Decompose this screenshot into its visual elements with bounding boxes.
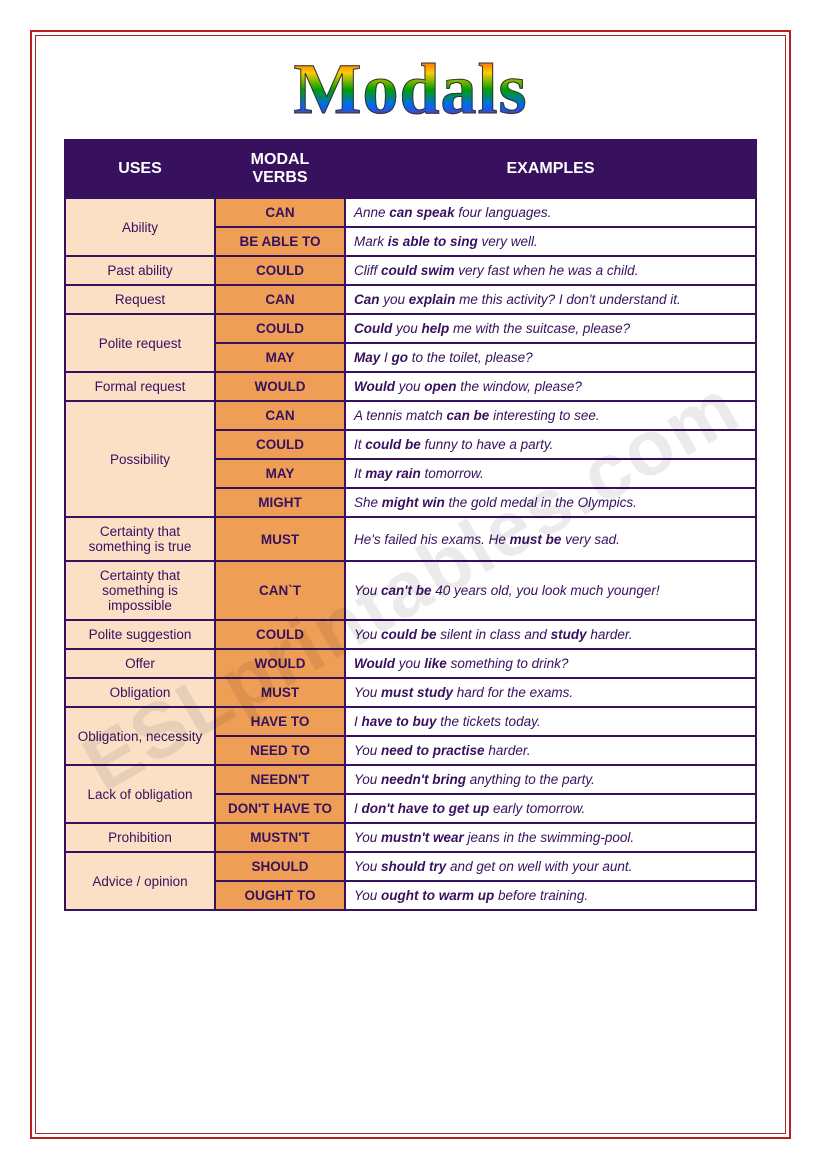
- verb-cell: HAVE TO: [215, 707, 345, 736]
- header-verbs: MODAL VERBS: [215, 140, 345, 198]
- use-cell: Certainty that something is true: [65, 517, 215, 561]
- modals-table: USES MODAL VERBS EXAMPLES AbilityCANAnne…: [64, 139, 757, 911]
- table-row: ProhibitionMUSTN'TYou mustn't wear jeans…: [65, 823, 756, 852]
- verb-cell: WOULD: [215, 649, 345, 678]
- example-cell: You must study hard for the exams.: [345, 678, 756, 707]
- example-cell: It may rain tomorrow.: [345, 459, 756, 488]
- example-cell: You needn't bring anything to the party.: [345, 765, 756, 794]
- verb-cell: COULD: [215, 620, 345, 649]
- table-header: USES MODAL VERBS EXAMPLES: [65, 140, 756, 198]
- page-title: Modals: [64, 48, 757, 131]
- example-cell: He's failed his exams. He must be very s…: [345, 517, 756, 561]
- table-row: RequestCANCan you explain me this activi…: [65, 285, 756, 314]
- table-row: Lack of obligationNEEDN'TYou needn't bri…: [65, 765, 756, 794]
- example-cell: Can you explain me this activity? I don'…: [345, 285, 756, 314]
- use-cell: Past ability: [65, 256, 215, 285]
- example-cell: It could be funny to have a party.: [345, 430, 756, 459]
- example-cell: May I go to the toilet, please?: [345, 343, 756, 372]
- table-row: Certainty that something is trueMUSTHe's…: [65, 517, 756, 561]
- verb-cell: MAY: [215, 459, 345, 488]
- example-cell: I have to buy the tickets today.: [345, 707, 756, 736]
- table-row: Advice / opinionSHOULDYou should try and…: [65, 852, 756, 881]
- example-cell: Anne can speak four languages.: [345, 198, 756, 227]
- verb-cell: NEEDN'T: [215, 765, 345, 794]
- page-inner-frame: Modals USES MODAL VERBS EXAMPLES Ability…: [35, 35, 786, 1134]
- example-cell: You need to practise harder.: [345, 736, 756, 765]
- use-cell: Ability: [65, 198, 215, 256]
- verb-cell: MIGHT: [215, 488, 345, 517]
- verb-cell: CAN`T: [215, 561, 345, 620]
- table-row: Certainty that something is impossibleCA…: [65, 561, 756, 620]
- verb-cell: BE ABLE TO: [215, 227, 345, 256]
- verb-cell: COULD: [215, 430, 345, 459]
- table-body: AbilityCANAnne can speak four languages.…: [65, 198, 756, 910]
- use-cell: Polite request: [65, 314, 215, 372]
- verb-cell: OUGHT TO: [215, 881, 345, 910]
- example-cell: You could be silent in class and study h…: [345, 620, 756, 649]
- verb-cell: COULD: [215, 314, 345, 343]
- use-cell: Obligation, necessity: [65, 707, 215, 765]
- table-row: AbilityCANAnne can speak four languages.: [65, 198, 756, 227]
- header-examples: EXAMPLES: [345, 140, 756, 198]
- table-row: ObligationMUSTYou must study hard for th…: [65, 678, 756, 707]
- use-cell: Prohibition: [65, 823, 215, 852]
- use-cell: Polite suggestion: [65, 620, 215, 649]
- example-cell: You ought to warm up before training.: [345, 881, 756, 910]
- table-row: Polite requestCOULDCould you help me wit…: [65, 314, 756, 343]
- verb-cell: CAN: [215, 198, 345, 227]
- example-cell: You can't be 40 years old, you look much…: [345, 561, 756, 620]
- example-cell: You should try and get on well with your…: [345, 852, 756, 881]
- table-row: Formal requestWOULDWould you open the wi…: [65, 372, 756, 401]
- example-cell: A tennis match can be interesting to see…: [345, 401, 756, 430]
- table-row: Obligation, necessityHAVE TOI have to bu…: [65, 707, 756, 736]
- use-cell: Offer: [65, 649, 215, 678]
- verb-cell: SHOULD: [215, 852, 345, 881]
- example-cell: Could you help me with the suitcase, ple…: [345, 314, 756, 343]
- verb-cell: MUST: [215, 517, 345, 561]
- header-uses: USES: [65, 140, 215, 198]
- use-cell: Obligation: [65, 678, 215, 707]
- verb-cell: NEED TO: [215, 736, 345, 765]
- use-cell: Possibility: [65, 401, 215, 517]
- example-cell: Cliff could swim very fast when he was a…: [345, 256, 756, 285]
- use-cell: Lack of obligation: [65, 765, 215, 823]
- example-cell: She might win the gold medal in the Olym…: [345, 488, 756, 517]
- verb-cell: MUSTN'T: [215, 823, 345, 852]
- example-cell: Mark is able to sing very well.: [345, 227, 756, 256]
- page-outer-frame: Modals USES MODAL VERBS EXAMPLES Ability…: [30, 30, 791, 1139]
- use-cell: Advice / opinion: [65, 852, 215, 910]
- verb-cell: CAN: [215, 401, 345, 430]
- verb-cell: WOULD: [215, 372, 345, 401]
- example-cell: I don't have to get up early tomorrow.: [345, 794, 756, 823]
- verb-cell: MUST: [215, 678, 345, 707]
- example-cell: Would you open the window, please?: [345, 372, 756, 401]
- example-cell: Would you like something to drink?: [345, 649, 756, 678]
- table-row: PossibilityCANA tennis match can be inte…: [65, 401, 756, 430]
- use-cell: Formal request: [65, 372, 215, 401]
- use-cell: Request: [65, 285, 215, 314]
- verb-cell: CAN: [215, 285, 345, 314]
- verb-cell: DON'T HAVE TO: [215, 794, 345, 823]
- verb-cell: MAY: [215, 343, 345, 372]
- verb-cell: COULD: [215, 256, 345, 285]
- table-row: OfferWOULDWould you like something to dr…: [65, 649, 756, 678]
- table-row: Polite suggestionCOULDYou could be silen…: [65, 620, 756, 649]
- example-cell: You mustn't wear jeans in the swimming-p…: [345, 823, 756, 852]
- use-cell: Certainty that something is impossible: [65, 561, 215, 620]
- table-row: Past abilityCOULDCliff could swim very f…: [65, 256, 756, 285]
